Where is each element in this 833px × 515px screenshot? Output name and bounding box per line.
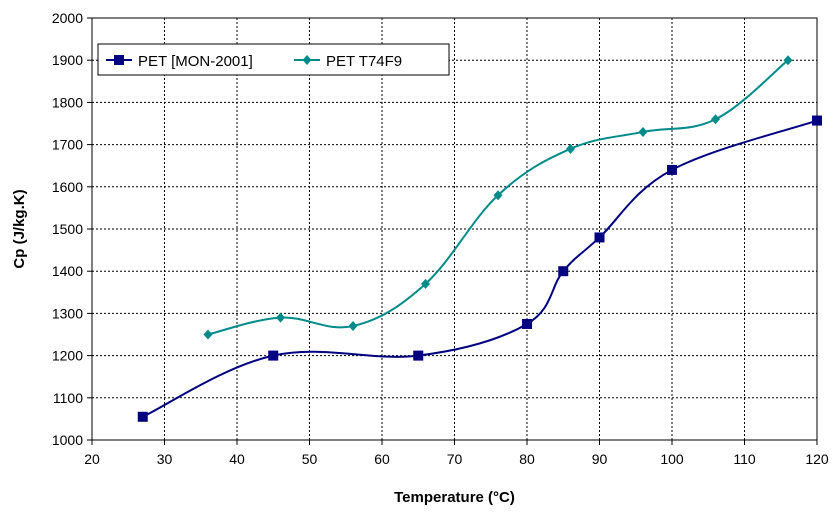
x-tick-label: 40 xyxy=(229,451,245,467)
legend-label: PET T74F9 xyxy=(326,53,402,70)
data-point xyxy=(812,115,822,126)
gridlines xyxy=(92,18,817,440)
y-tick-label: 1300 xyxy=(52,305,83,321)
data-point xyxy=(413,350,424,361)
data-point xyxy=(566,143,575,154)
series-line xyxy=(142,119,818,418)
legend-item: PET [MON-2001] xyxy=(106,53,253,70)
data-point xyxy=(522,318,532,329)
series-0 xyxy=(137,115,822,422)
legend-label: PET [MON-2001] xyxy=(138,53,253,70)
x-axis-ticks: 20 30 40 50 60 70 80 90 100 110 120 xyxy=(84,440,829,467)
legend-items: PET [MON-2001] PET T74F9 xyxy=(106,53,402,70)
x-tick-label: 80 xyxy=(519,451,535,467)
x-tick-label: 100 xyxy=(660,451,684,467)
y-tick-label: 1900 xyxy=(52,52,83,68)
legend: PET [MON-2001] PET T74F9 xyxy=(97,43,450,76)
y-tick-label: 1500 xyxy=(52,221,83,237)
data-point xyxy=(493,190,503,201)
y-tick-label: 1400 xyxy=(52,263,83,279)
series-1 xyxy=(203,55,793,340)
y-tick-label: 1200 xyxy=(52,348,83,364)
data-point xyxy=(276,312,285,323)
y-tick-label: 1600 xyxy=(52,179,83,195)
x-tick-label: 110 xyxy=(733,451,756,467)
x-axis-title: Temperature (°C) xyxy=(394,489,515,506)
x-tick-label: 20 xyxy=(84,451,100,467)
y-tick-label: 1700 xyxy=(52,137,83,153)
data-point xyxy=(638,126,648,137)
legend-box xyxy=(97,43,450,76)
x-tick-label: 120 xyxy=(805,451,829,467)
x-tick-label: 50 xyxy=(302,451,318,467)
y-tick-label: 1100 xyxy=(53,390,83,406)
legend-marker xyxy=(114,55,124,65)
data-point xyxy=(203,329,213,340)
y-axis-title: Cp (J/kg.K) xyxy=(11,189,28,268)
data-point xyxy=(137,411,148,422)
legend-marker xyxy=(302,55,312,65)
data-point xyxy=(667,164,677,175)
y-tick-label: 1800 xyxy=(52,94,83,110)
x-tick-label: 90 xyxy=(592,451,608,467)
y-tick-label: 2000 xyxy=(52,10,83,26)
y-axis-ticks: 1000 1100 1200 1300 1400 1500 1600 1700 1800 1900… xyxy=(52,10,92,448)
series-layer xyxy=(137,55,822,422)
data-point xyxy=(348,321,358,332)
data-point xyxy=(421,278,430,289)
data-point xyxy=(558,266,569,277)
data-point xyxy=(594,232,605,243)
data-point xyxy=(783,55,793,66)
data-point xyxy=(268,350,279,361)
x-tick-label: 60 xyxy=(374,451,390,467)
x-tick-label: 30 xyxy=(157,451,173,467)
legend-item: PET T74F9 xyxy=(294,53,402,70)
y-tick-label: 1000 xyxy=(52,432,83,448)
data-point xyxy=(711,114,720,125)
x-tick-label: 70 xyxy=(447,451,463,467)
